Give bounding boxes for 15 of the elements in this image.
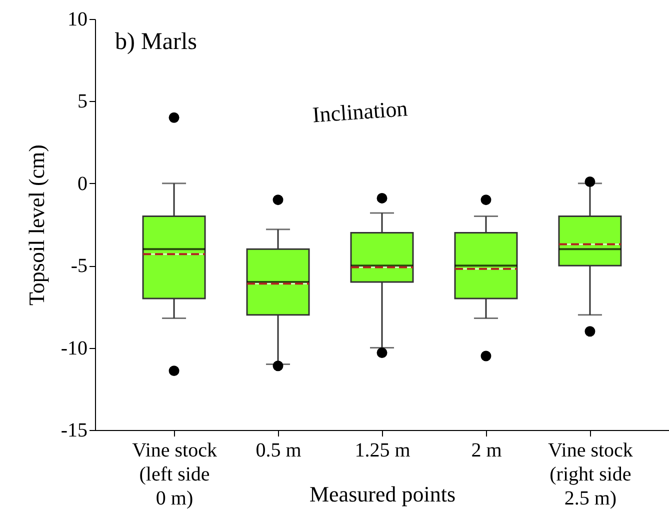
y-tick-label: -5: [70, 255, 88, 278]
chart-title: b) Marls: [115, 29, 197, 55]
x-tick-label: Vine stock (right side 2.5 m): [548, 440, 633, 510]
y-tick-label: 0: [78, 172, 88, 195]
y-tick-label: -10: [60, 337, 88, 360]
annotation: Inclination: [312, 96, 408, 128]
x-tick-label: 1.25 m: [354, 440, 411, 462]
x-tick-label: Vine stock (left side 0 m): [132, 440, 217, 510]
x-tick-label: 2 m: [471, 440, 502, 462]
y-axis-title: Topsoil level (cm): [24, 144, 49, 306]
y-tick-label: -15: [60, 420, 88, 442]
x-tick-label: 0.5 m: [256, 440, 302, 462]
y-tick-label: 10: [68, 8, 88, 30]
x-axis-title: Measured points: [309, 482, 456, 506]
y-tick-label: 5: [78, 90, 88, 113]
